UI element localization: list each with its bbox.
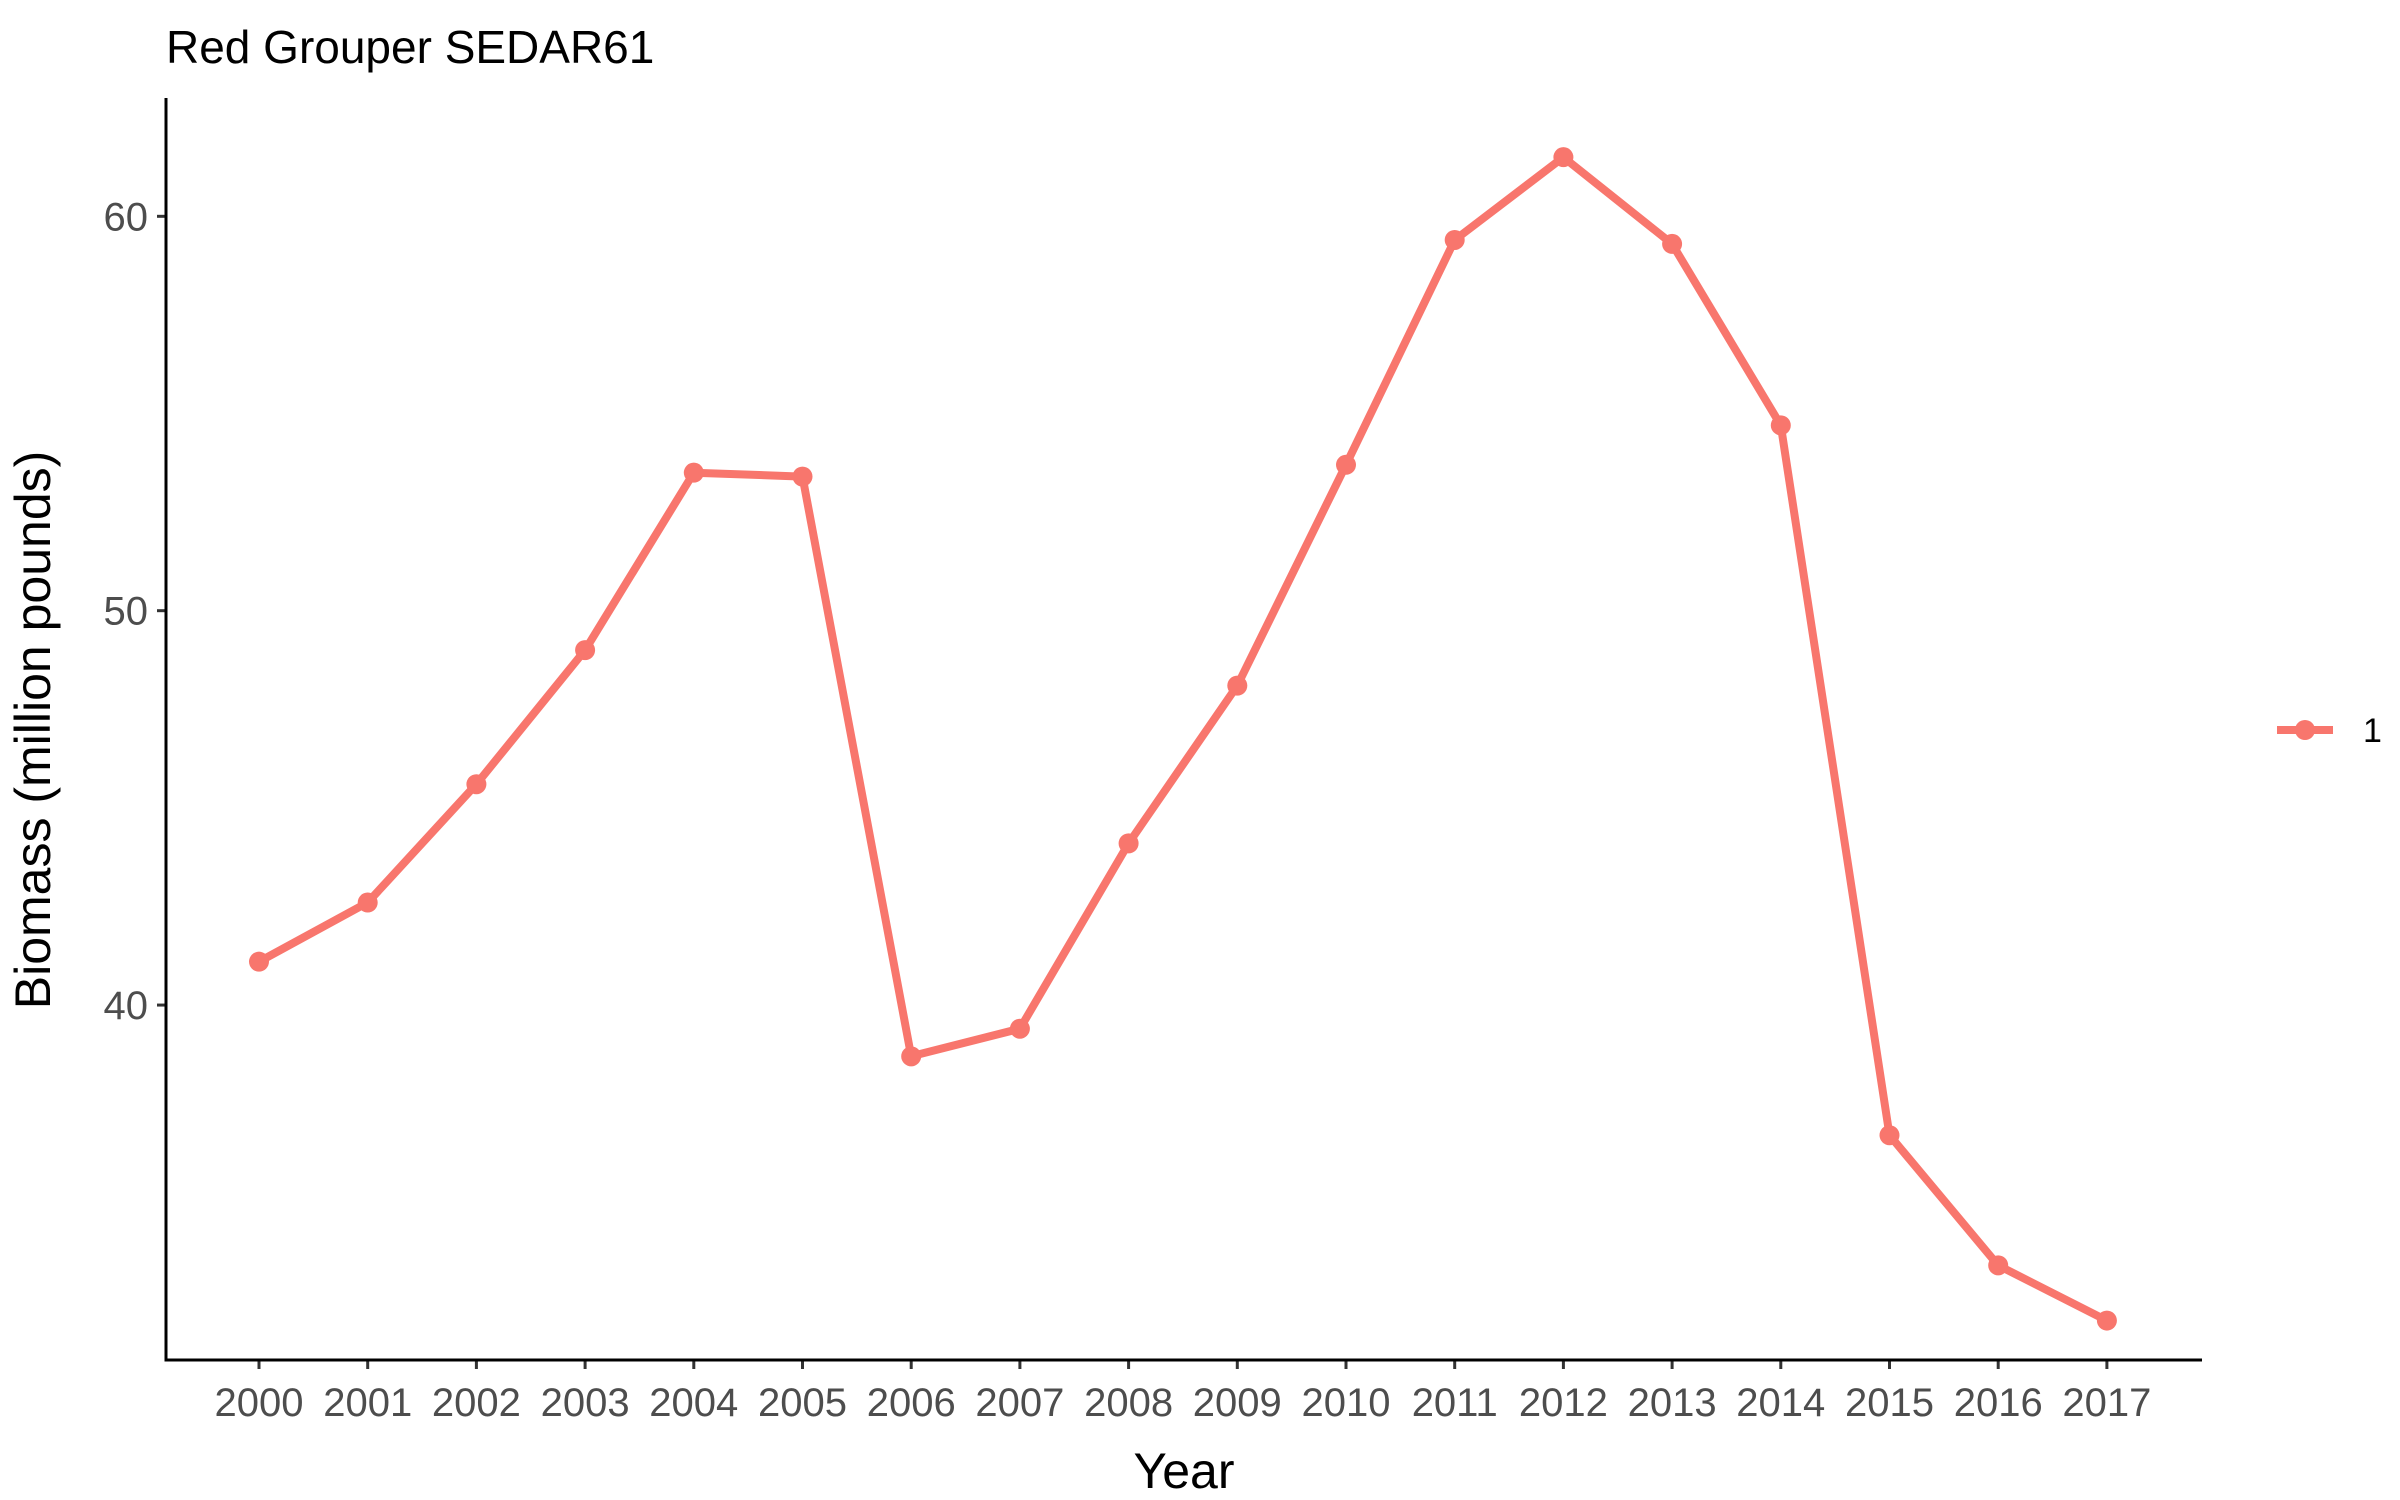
x-tick-label-2005: 2005 xyxy=(758,1381,847,1425)
x-tick-label-2017: 2017 xyxy=(2062,1381,2151,1425)
series-layer xyxy=(249,147,2117,1331)
x-tick-label-2015: 2015 xyxy=(1845,1381,1934,1425)
data-point-2005 xyxy=(792,466,813,487)
x-tick-label-2014: 2014 xyxy=(1736,1381,1825,1425)
chart-title: Red Grouper SEDAR61 xyxy=(166,21,654,73)
data-point-2001 xyxy=(357,892,378,913)
y-tick-label-50: 50 xyxy=(104,590,149,634)
x-tick-label-2000: 2000 xyxy=(215,1381,304,1425)
x-tick-label-2009: 2009 xyxy=(1193,1381,1282,1425)
x-axis-ticks: 2000 2001 2002 2003 2004 2005 2006 2007 2008 2009… xyxy=(215,1360,2151,1425)
data-point-2009 xyxy=(1227,675,1248,696)
x-tick-label-2011: 2011 xyxy=(1412,1381,1498,1425)
data-point-2007 xyxy=(1009,1018,1030,1039)
x-tick-label-2012: 2012 xyxy=(1519,1381,1608,1425)
x-tick-label-2010: 2010 xyxy=(1302,1381,1391,1425)
data-point-2017 xyxy=(2096,1310,2117,1331)
x-tick-label-2013: 2013 xyxy=(1628,1381,1717,1425)
data-point-2008 xyxy=(1118,833,1139,854)
data-point-2013 xyxy=(1662,233,1683,254)
data-point-2012 xyxy=(1553,147,1574,168)
data-point-2004 xyxy=(683,462,704,483)
data-point-2014 xyxy=(1770,415,1791,436)
y-tick-label-60: 60 xyxy=(104,195,149,239)
data-point-2011 xyxy=(1444,229,1465,250)
data-point-2003 xyxy=(575,640,596,661)
x-tick-label-2006: 2006 xyxy=(867,1381,956,1425)
x-tick-label-2004: 2004 xyxy=(649,1381,738,1425)
y-axis-title: Biomass (million pounds) xyxy=(5,451,61,1010)
data-point-2010 xyxy=(1336,454,1356,475)
data-point-2006 xyxy=(901,1046,922,1067)
x-tick-label-2008: 2008 xyxy=(1084,1381,1173,1425)
data-point-2016 xyxy=(1988,1255,2009,1276)
x-tick-label-2016: 2016 xyxy=(1954,1381,2043,1425)
x-axis-title: Year xyxy=(1133,1443,1234,1499)
data-point-2002 xyxy=(466,774,487,795)
x-tick-label-2003: 2003 xyxy=(541,1381,630,1425)
x-tick-label-2007: 2007 xyxy=(975,1381,1064,1425)
legend-key-point xyxy=(2295,720,2315,740)
x-tick-label-2001: 2001 xyxy=(323,1381,412,1425)
data-point-2000 xyxy=(249,951,269,972)
legend: 1 xyxy=(2277,712,2382,750)
series-line-1 xyxy=(257,153,2109,1325)
legend-label-series-1: 1 xyxy=(2363,712,2382,750)
y-axis-ticks: 40 50 60 xyxy=(104,195,166,1028)
x-tick-label-2002: 2002 xyxy=(432,1381,521,1425)
data-point-2015 xyxy=(1879,1125,1900,1146)
y-tick-label-40: 40 xyxy=(104,984,149,1028)
